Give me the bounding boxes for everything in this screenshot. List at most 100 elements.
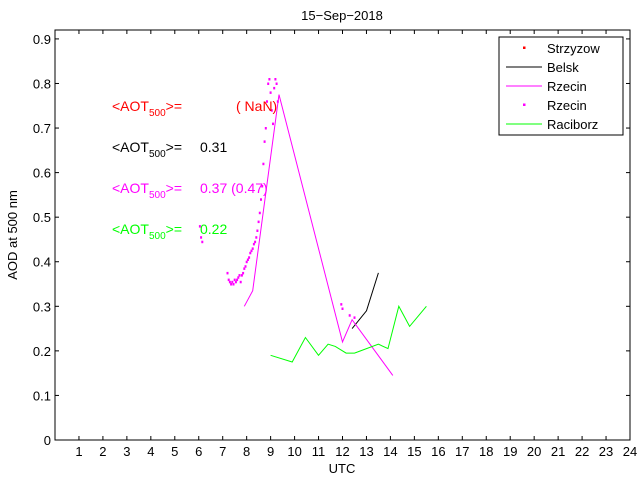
data-point-rzecin bbox=[264, 127, 267, 130]
y-tick-label: 0 bbox=[44, 433, 51, 448]
x-tick-label: 21 bbox=[551, 444, 565, 459]
annotations: <AOT500>= ( NaN) <AOT500>= 0.31 <AOT500>= 0.3… bbox=[112, 98, 277, 242]
aot-annotation-value: 0.37 (0.47) bbox=[200, 180, 268, 196]
legend-swatch bbox=[523, 46, 526, 49]
legend-label: Rzecin bbox=[547, 79, 587, 94]
data-point-rzecin bbox=[251, 247, 254, 250]
legend-label: Belsk bbox=[547, 60, 579, 75]
axes: 1 2 3 4 5 6 7 8 9 10 11 12 13 14 15 16 17 18 19 20 21 22 23 240… bbox=[33, 30, 637, 459]
data-point-rzecin bbox=[348, 314, 351, 317]
data-point-rzecin bbox=[272, 122, 274, 126]
data-point-rzecin bbox=[260, 198, 262, 201]
series-line-rzecin bbox=[243, 94, 394, 376]
data-point-rzecin bbox=[261, 185, 264, 188]
y-tick-label: 0.4 bbox=[33, 255, 51, 270]
data-point-rzecin bbox=[262, 162, 265, 166]
y-tick-label: 0.9 bbox=[33, 32, 51, 47]
x-tick-label: 19 bbox=[503, 444, 517, 459]
y-tick-label: 0.2 bbox=[33, 344, 51, 359]
x-tick-label: 3 bbox=[123, 444, 130, 459]
x-tick-label: 9 bbox=[267, 444, 274, 459]
data-point-rzecin bbox=[270, 109, 273, 112]
x-tick-label: 22 bbox=[575, 444, 589, 459]
x-tick-label: 7 bbox=[219, 444, 226, 459]
x-tick-label: 15 bbox=[407, 444, 421, 459]
data-point-rzecin bbox=[276, 100, 279, 103]
y-tick-label: 0.5 bbox=[33, 210, 51, 225]
x-tick-label: 18 bbox=[479, 444, 493, 459]
x-tick-label: 10 bbox=[287, 444, 301, 459]
data-point-rzecin bbox=[233, 278, 236, 282]
data-point-rzecin bbox=[341, 307, 344, 310]
data-point-rzecin bbox=[263, 140, 266, 143]
y-tick-label: 0.7 bbox=[33, 121, 51, 136]
series-line-raciborz bbox=[270, 304, 427, 363]
y-tick-label: 0.6 bbox=[33, 166, 51, 181]
x-tick-label: 1 bbox=[75, 444, 82, 459]
data-point-rzecin bbox=[266, 100, 268, 103]
data-point-rzecin bbox=[267, 82, 270, 85]
data-point-rzecin bbox=[257, 220, 260, 224]
aot-annotation: <AOT500>= bbox=[112, 98, 182, 119]
x-tick-label: 12 bbox=[335, 444, 349, 459]
chart-title: 15−Sep−2018 bbox=[301, 8, 383, 23]
data-point-rzecin bbox=[226, 271, 229, 275]
data-point-rzecin bbox=[249, 251, 252, 255]
data-point-rzecin bbox=[239, 280, 242, 284]
x-tick-label: 23 bbox=[599, 444, 613, 459]
data-point-rzecin bbox=[200, 236, 203, 239]
data-point-rzecin bbox=[232, 283, 235, 286]
x-tick-label: 4 bbox=[147, 444, 154, 459]
data-point-rzecin bbox=[340, 303, 343, 306]
legend-label: Strzyzow bbox=[547, 41, 600, 56]
x-tick-label: 11 bbox=[312, 444, 326, 459]
data-point-rzecin bbox=[236, 278, 239, 282]
data-point-rzecin bbox=[275, 82, 278, 85]
data-point-rzecin bbox=[198, 225, 201, 228]
data-point-rzecin bbox=[237, 276, 240, 279]
y-tick-label: 0.8 bbox=[33, 76, 51, 91]
legend-label: Raciborz bbox=[547, 117, 598, 132]
data-point-rzecin bbox=[258, 211, 261, 215]
data-point-rzecin bbox=[273, 86, 276, 90]
aot-annotation: <AOT500>= bbox=[112, 221, 182, 242]
x-tick-label: 8 bbox=[243, 444, 250, 459]
x-tick-label: 14 bbox=[383, 444, 397, 459]
data-point-rzecin bbox=[269, 91, 272, 94]
x-tick-label: 17 bbox=[455, 444, 469, 459]
data-point-rzecin bbox=[248, 256, 251, 259]
data-point-rzecin bbox=[256, 229, 259, 232]
data-point-rzecin bbox=[268, 78, 271, 81]
data-point-rzecin bbox=[252, 242, 255, 246]
y-tick-label: 0.3 bbox=[33, 299, 51, 314]
data-point-rzecin bbox=[250, 249, 253, 253]
data-point-rzecin bbox=[228, 280, 231, 284]
aot-annotation-value: 0.22 bbox=[200, 221, 227, 237]
data-point-rzecin bbox=[246, 258, 249, 261]
data-point-rzecin bbox=[230, 283, 233, 286]
data-point-rzecin bbox=[231, 280, 234, 284]
data-point-rzecin bbox=[238, 274, 241, 277]
data-point-rzecin bbox=[242, 271, 245, 275]
data-point-rzecin bbox=[201, 240, 204, 244]
series-group bbox=[198, 78, 427, 376]
series-line-belsk bbox=[351, 272, 379, 329]
legend-label: Rzecin bbox=[547, 98, 587, 113]
legend-swatch bbox=[523, 103, 526, 106]
data-point-rzecin bbox=[240, 274, 243, 277]
x-tick-label: 2 bbox=[99, 444, 106, 459]
data-point-rzecin bbox=[254, 240, 257, 244]
legend: Strzyzow Belsk Rzecin Rzecin Raciborz bbox=[498, 36, 624, 136]
data-point-rzecin bbox=[255, 236, 258, 239]
data-point-rzecin bbox=[243, 267, 246, 270]
x-tick-label: 13 bbox=[359, 444, 373, 459]
y-axis-label: AOD at 500 nm bbox=[5, 190, 20, 280]
data-point-rzecin bbox=[227, 278, 230, 282]
data-point-rzecin bbox=[245, 260, 248, 264]
aot-annotation: <AOT500>= bbox=[112, 139, 182, 160]
aot-annotation-value: 0.31 bbox=[200, 139, 227, 155]
aot-annotation: <AOT500>= bbox=[112, 180, 182, 201]
x-tick-label: 16 bbox=[431, 444, 445, 459]
data-point-rzecin bbox=[274, 78, 277, 81]
